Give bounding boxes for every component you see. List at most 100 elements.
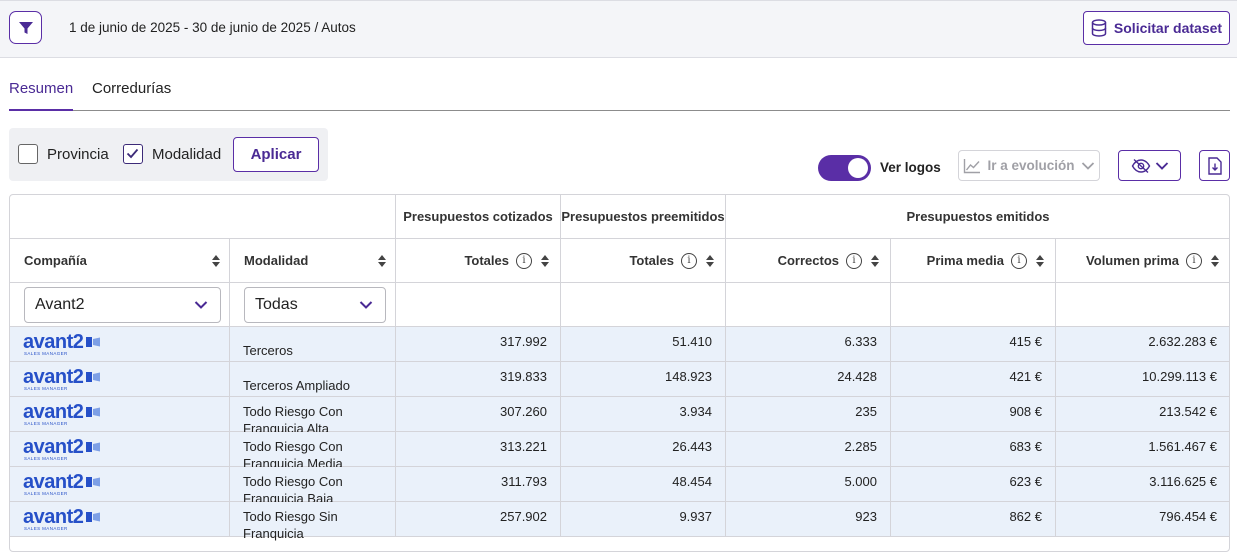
volumen-prima-cell: 2.632.283 € [1056,327,1229,362]
correctos-value: 2.285 [844,439,877,454]
correctos-cell: 235 [726,397,891,432]
sort-icon[interactable] [1210,254,1220,268]
column-header-compania-label: Compañía [24,253,87,268]
prima-media-value: 862 € [1009,509,1042,524]
download-button[interactable] [1199,150,1230,181]
database-icon [1091,19,1107,37]
modalidad-cell: Terceros Ampliado [230,362,396,397]
compania-select[interactable]: Avant2 [24,287,221,323]
prima-media-cell: 623 € [891,467,1056,502]
column-header-volumen-prima-label: Volumen prima [1086,253,1179,268]
correctos-cell: 5.000 [726,467,891,502]
volumen-prima-cell: 10.299.113 € [1056,362,1229,397]
info-icon[interactable]: i [1186,252,1202,269]
company-logo-cell: avant2 SALES MANAGER [10,327,230,362]
tab-resumen[interactable]: Resumen [9,80,74,111]
column-header-compania[interactable]: Compañía [10,239,230,283]
info-icon[interactable]: i [1011,252,1027,269]
company-logo-tagline: SALES MANAGER [24,421,68,426]
preemitidos-value: 3.934 [679,404,712,419]
chevron-down-icon [1155,161,1168,170]
column-header-prima-media[interactable]: Prima media i [891,239,1056,283]
modalidad-value: Terceros [243,343,293,358]
info-icon[interactable]: i [516,252,532,269]
modalidad-value: Todo Riesgo Sin Franquicia [243,509,338,541]
info-icon[interactable]: i [846,252,862,269]
company-logo-tagline: SALES MANAGER [24,491,68,496]
company-logo: avant2 [23,332,229,352]
checkmark-icon [126,148,139,159]
apply-button[interactable]: Aplicar [233,137,319,172]
column-header-modalidad[interactable]: Modalidad [230,239,396,283]
prima-media-cell: 415 € [891,327,1056,362]
logos-toggle[interactable] [818,155,871,181]
compania-select-value: Avant2 [35,296,85,313]
prima-media-cell: 862 € [891,502,1056,537]
company-logo-tagline: SALES MANAGER [24,456,68,461]
filter-cell-empty [561,283,726,327]
preemitidos-cell: 148.923 [561,362,726,397]
company-logo-wordmark: avant2 [23,366,84,388]
preemitidos-cell: 48.454 [561,467,726,502]
tab-corredurias[interactable]: Corredurías [92,80,172,97]
column-header-totales-cotizados[interactable]: Totales i [396,239,561,283]
request-dataset-button[interactable]: Solicitar dataset [1083,11,1230,45]
volumen-prima-value: 3.116.625 € [1149,474,1217,489]
logo-mark-icon [86,477,101,487]
top-bar: 1 de junio de 2025 - 30 de junio de 2025… [0,0,1237,58]
modalidad-select[interactable]: Todas [244,287,386,323]
evolution-dropdown[interactable]: Ir a evolución [958,150,1100,181]
column-header-correctos[interactable]: Correctos i [726,239,891,283]
cotizados-cell: 311.793 [396,467,561,502]
column-header-volumen-prima[interactable]: Volumen prima i [1056,239,1229,283]
preemitidos-cell: 51.410 [561,327,726,362]
prima-media-value: 415 € [1009,334,1042,349]
preemitidos-cell: 3.934 [561,397,726,432]
column-header-totales-preemitidos[interactable]: Totales i [561,239,726,283]
group-header-cotizados: Presupuestos cotizados [396,195,561,239]
toggle-knob [848,158,868,178]
provincia-checkbox[interactable] [18,144,38,164]
volumen-prima-cell: 3.116.625 € [1056,467,1229,502]
file-download-icon [1207,156,1222,175]
sort-icon[interactable] [540,254,550,268]
prima-media-value: 683 € [1009,439,1042,454]
group-header-preemitidos: Presupuestos preemitidos [561,195,726,239]
correctos-value: 235 [855,404,877,419]
sort-icon[interactable] [705,254,715,268]
column-visibility-button[interactable] [1118,150,1181,181]
correctos-cell: 2.285 [726,432,891,467]
header-spacer [10,195,396,239]
evolution-label: Ir a evolución [987,158,1075,173]
column-header-prima-media-label: Prima media [926,253,1004,268]
correctos-cell: 24.428 [726,362,891,397]
provincia-label: Provincia [47,146,109,163]
funnel-icon [18,21,33,34]
logo-mark-icon [86,372,101,382]
company-logo-wordmark: avant2 [23,506,84,528]
filter-cell-empty [1056,283,1229,327]
sort-icon[interactable] [211,254,221,268]
sort-icon[interactable] [1035,254,1045,268]
company-logo-wordmark: avant2 [23,436,84,458]
group-header-emitidos: Presupuestos emitidos [726,195,1229,239]
eye-off-icon [1131,158,1150,173]
modalidad-cell: Terceros [230,327,396,362]
cotizados-cell: 319.833 [396,362,561,397]
volumen-prima-cell: 1.561.467 € [1056,432,1229,467]
breadcrumb: 1 de junio de 2025 - 30 de junio de 2025… [69,20,356,35]
preemitidos-cell: 9.937 [561,502,726,537]
modalidad-filter-cell: Todas [230,283,396,327]
logo-mark-icon [86,442,101,452]
cotizados-value: 307.260 [500,404,547,419]
volumen-prima-cell: 796.454 € [1056,502,1229,537]
info-icon[interactable]: i [681,252,697,269]
volumen-prima-value: 2.632.283 € [1148,334,1217,349]
filter-button[interactable] [9,11,42,44]
sort-icon[interactable] [870,254,880,268]
sort-icon[interactable] [377,254,387,268]
chevron-down-icon [359,301,373,309]
modalidad-checkbox[interactable] [123,144,143,164]
modalidad-cell: Todo Riesgo Con Franquicia Media [230,432,396,471]
correctos-value: 6.333 [844,334,877,349]
